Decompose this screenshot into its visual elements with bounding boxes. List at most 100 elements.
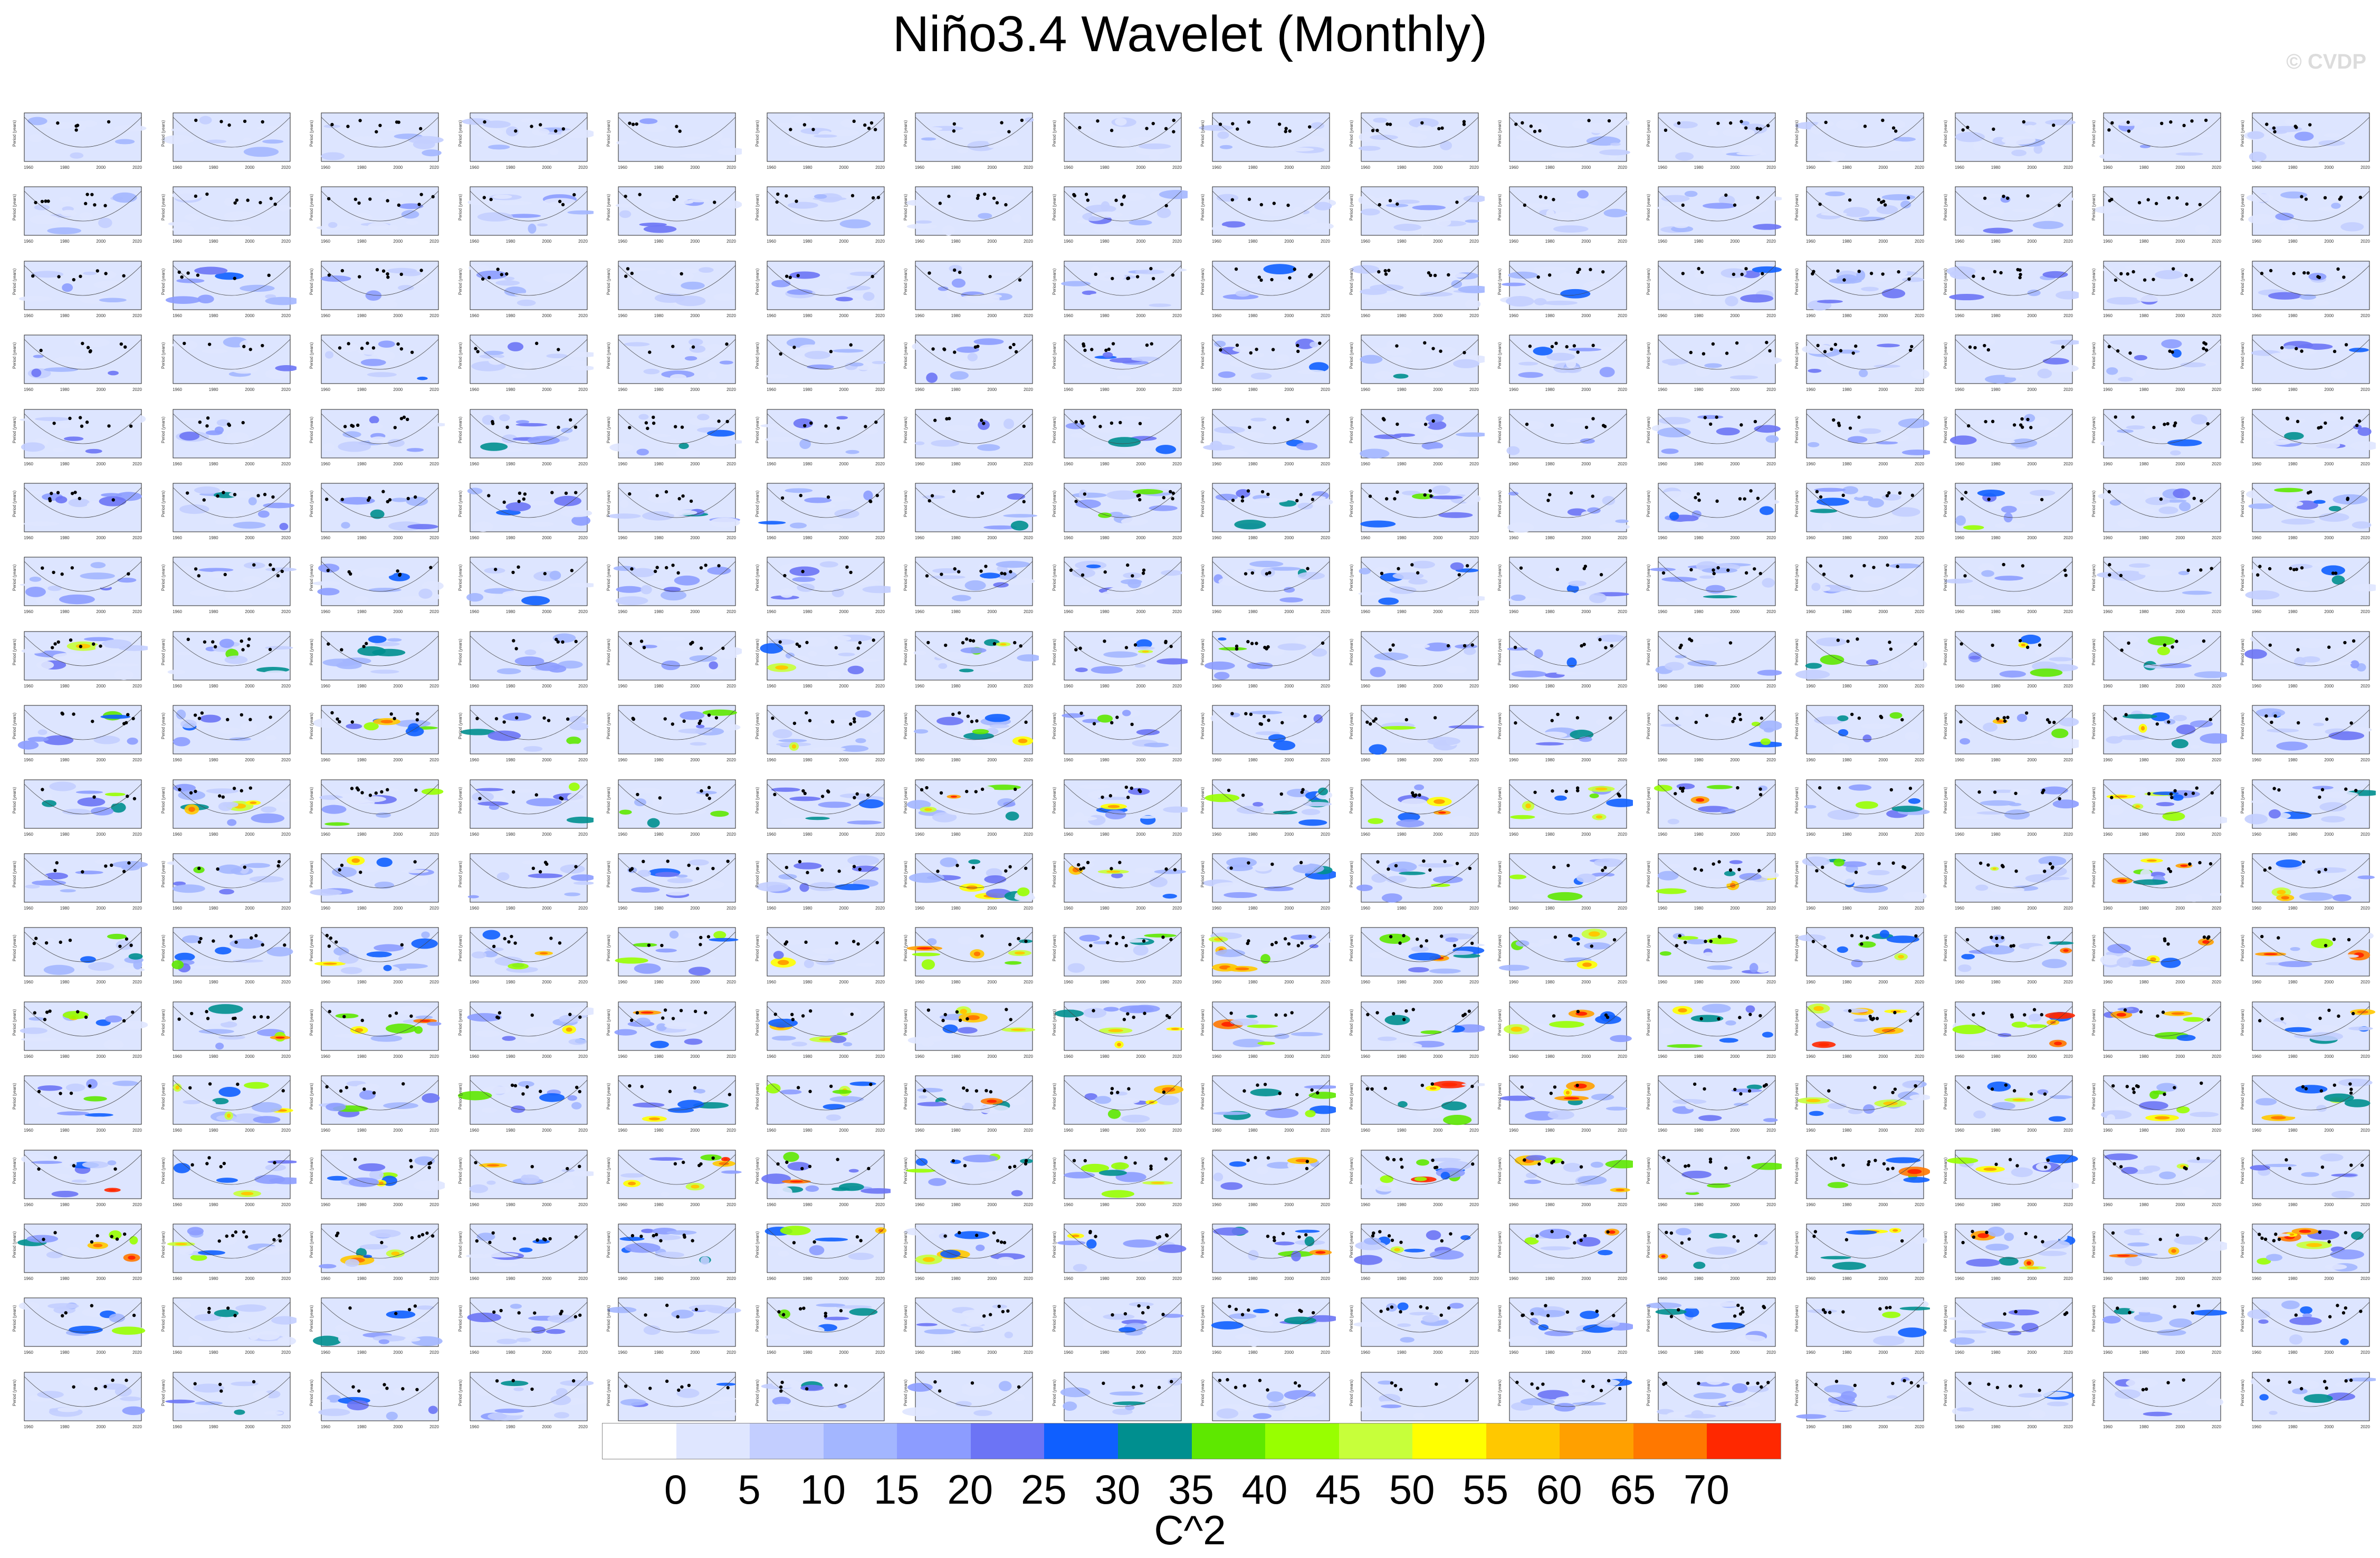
panel-xtick-label: 2000 [2027,387,2037,392]
significance-dot [1235,644,1239,648]
panel-xtick-label: 2020 [2063,387,2073,392]
significance-dot [197,940,201,944]
significance-dot [53,642,57,646]
wavelet-power-blob [647,818,660,828]
panel-xtick-label: 1960 [2252,536,2261,540]
significance-dot [365,642,368,645]
wavelet-power-blob [1694,273,1707,278]
panel-xtick-label: 1960 [767,980,776,984]
wavelet-power-blob [340,967,362,974]
wavelet-power-blob [80,572,115,580]
significance-dot [1986,348,1990,352]
wavelet-power-blob [1091,884,1114,893]
wavelet-panel: Period (years) 1960 1980 2000 2020 [159,772,297,842]
wavelet-panel-plot: Period (years)1960 1980 2000 2020 [903,927,1033,984]
panel-xtick-label: 2020 [1469,387,1479,392]
wavelet-power-blob [699,267,714,273]
significance-dot [2182,123,2186,128]
wavelet-power-blob [386,127,405,131]
significance-dot [1743,497,1746,501]
panel-xtick-label: 2020 [1915,239,1924,244]
cone-of-influence [2252,191,2369,222]
panel-xtick-label: 2000 [839,462,848,466]
wavelet-panel: Period (years) 1960 1980 2000 2020 [159,106,297,175]
wavelet-power-blob [197,294,214,303]
significance-dot [2185,202,2189,206]
wavelet-power-blob [1381,893,1402,903]
significance-dot [561,127,565,131]
wavelet-power-blob [955,189,977,197]
wavelet-power-blob [1579,737,1592,742]
wavelet-power-blob [36,661,54,670]
significance-dot [938,202,942,205]
significance-dot [1122,195,1125,199]
wavelet-panel: Period (years) 1960 1980 2000 2020 [308,550,445,619]
wavelet-panel: Period (years) 1960 1980 2000 2020 [1496,920,1633,990]
panel-xtick-label: 2020 [429,609,439,614]
wavelet-panel-plot: Period (years)1960 1980 2000 2020 [12,631,148,689]
significance-dot [531,866,535,871]
significance-dot [1170,496,1174,501]
cone-of-influence [1658,783,1775,814]
panel-xtick-label: 2020 [578,758,588,762]
wavelet-power-blob [1450,562,1464,571]
wavelet-power-blob [2198,816,2227,824]
wavelet-power-blob [2034,647,2066,657]
significance-dot [431,195,435,199]
panel-ylabel: Period (years) [1794,490,1799,517]
panel-xtick-label: 1960 [2252,758,2261,762]
panel-xtick-label: 1960 [321,906,330,911]
wavelet-power-blob [1814,488,1846,492]
significance-dot [221,795,225,799]
panel-xtick-label: 1980 [1100,980,1109,984]
significance-dot [1274,941,1278,945]
wavelet-power-blob [1005,811,1019,820]
significance-dot [1383,269,1387,273]
significance-dot [1983,419,1987,423]
panel-xtick-label: 2000 [987,387,997,392]
cone-of-influence [470,117,587,148]
wavelet-power-blob [2332,894,2352,902]
wavelet-panel: Period (years) 1960 1980 2000 2020 [308,846,445,916]
significance-dot [1120,203,1124,207]
panel-xtick-label: 2020 [2063,239,2073,244]
significance-dot [511,571,515,575]
wavelet-power-blob [501,434,518,443]
panel-xtick-label: 2020 [1766,758,1776,762]
wavelet-power-blob [1389,638,1398,646]
wavelet-panel: Period (years) 1960 1980 2000 2020 [308,106,445,175]
wavelet-power-blob [2244,649,2267,659]
significance-dot [1993,790,1996,794]
panel-xtick-label: 2000 [542,239,551,244]
panel-xtick-label: 2000 [2324,313,2334,318]
cone-of-influence [2103,709,2221,740]
panel-plot-area [2252,779,2369,829]
panel-xtick-label: 1980 [1694,536,1703,540]
significance-dot [2190,278,2194,281]
panel-xtick-label: 2020 [1915,906,1924,911]
panel-xtick-label: 1980 [357,387,367,392]
significance-dot [794,199,798,204]
wavelet-panel-plot: Period (years)1960 1980 2000 2020 [1052,483,1182,540]
wavelet-panel-plot: Period (years)1960 1980 2000 2020 [1794,779,1930,837]
wavelet-power-blob [1566,417,1600,424]
cone-of-influence [1806,857,1924,888]
significance-dot [1455,200,1459,204]
significance-dot [217,794,221,798]
wavelet-power-core [2117,879,2127,883]
cone-of-influence [1658,413,1775,444]
significance-dot [1715,499,1719,503]
panel-xtick-label: 1960 [24,832,33,837]
significance-dot [505,425,509,429]
cone-of-influence [2252,635,2369,666]
wavelet-power-blob [1112,426,1136,432]
significance-dot [875,493,879,498]
significance-dot [1582,643,1586,646]
cone-of-influence [1212,561,1330,592]
wavelet-power-blob [567,792,586,802]
wavelet-panel: Period (years) 1960 1980 2000 2020 [1050,476,1188,546]
wavelet-panel-plot: Period (years)1960 1980 2000 2020 [1052,186,1188,244]
wavelet-panel-plot: Period (years)1960 1980 2000 2020 [1052,409,1182,466]
wavelet-power-blob [655,949,677,953]
significance-dot [635,122,638,126]
